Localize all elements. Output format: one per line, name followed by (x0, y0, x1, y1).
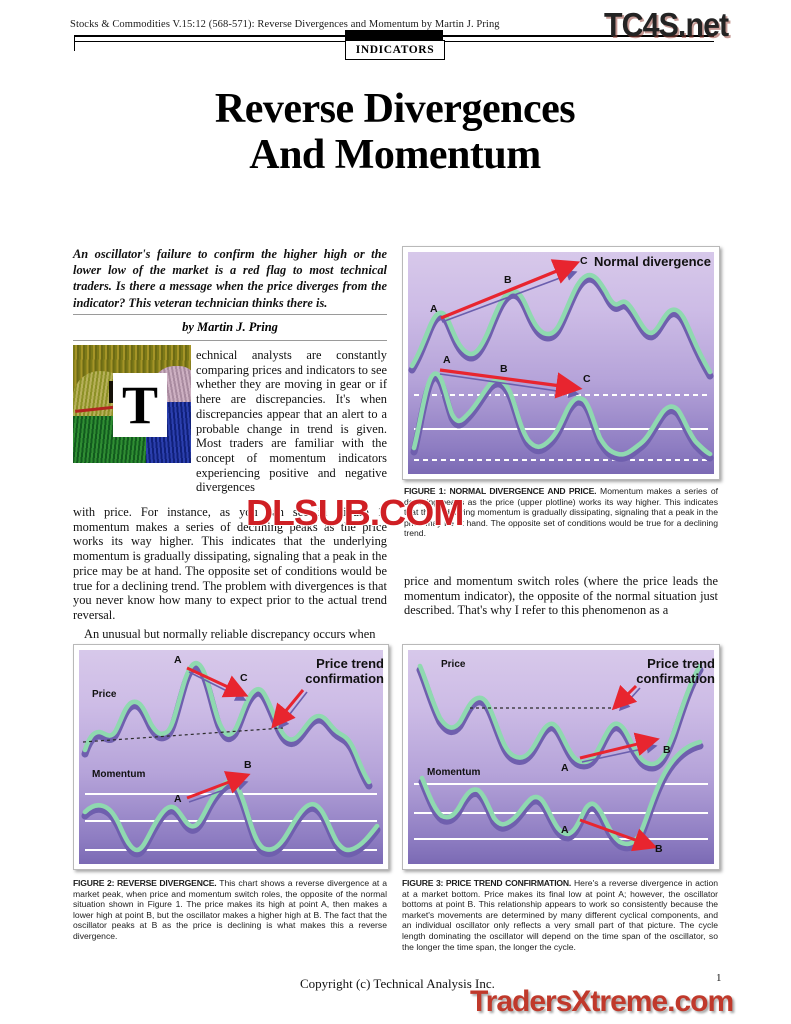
figure-1-price-arrow-red (440, 259, 581, 320)
article-deck: An oscillator's failure to confirm the h… (73, 247, 387, 310)
figure-2-price-arrow-violet (188, 671, 247, 701)
dropcap-letter: T (113, 373, 167, 437)
figure-1-price-point-a: A (430, 303, 438, 315)
figure-1-momentum-point-b: B (500, 363, 508, 375)
figure-3-price-line (417, 663, 703, 767)
figure-1-price-point-c: C (580, 255, 588, 267)
figure-1-momentum-line (411, 371, 713, 457)
figure-3-svg (414, 663, 708, 852)
body-paragraph-lead: echnical analysts are constantly compari… (196, 348, 387, 495)
figure-2-pane-label-price: Price (92, 689, 117, 700)
figure-3: Price trend confirmation Price Momentum … (402, 644, 720, 870)
figure-2-price-line (82, 660, 372, 785)
body-paragraph-2: An unusual but normally reliable discrep… (84, 626, 376, 641)
figure-1-caption-title: FIGURE 1: NORMAL DIVERGENCE AND PRICE. (404, 486, 597, 496)
section-tag-bar (345, 30, 443, 42)
figure-3-callout-arrow-red (611, 684, 638, 711)
figure-3-caption: FIGURE 3: PRICE TREND CONFIRMATION. Here… (402, 878, 718, 952)
figure-2-caption-title: FIGURE 2: REVERSE DIVERGENCE. (73, 878, 217, 888)
figure-1-overlay-label: Normal divergence (593, 254, 711, 269)
figure-3-momentum-point-a: A (561, 824, 569, 836)
figure-2-caption: FIGURE 2: REVERSE DIVERGENCE. This chart… (73, 878, 387, 942)
figure-1-momentum-arrow-red (439, 368, 583, 399)
byline-rule-bottom (73, 340, 387, 341)
figure-2-price-point-c: C (240, 672, 248, 684)
footer-page-number: 1 (716, 972, 722, 984)
page-title: Reverse Divergences And Momentum (78, 86, 712, 178)
footer-copyright: Copyright (c) Technical Analysis Inc. (300, 976, 495, 991)
figure-2-momentum-arrow-red (186, 771, 251, 800)
dropcap-illustration: T (73, 345, 191, 463)
header-rule-tick (74, 35, 75, 51)
body-column-left: with price. For instance, as you can see… (73, 505, 387, 641)
section-tag: INDICATORS (345, 40, 445, 60)
figure-2-price-point-a: A (174, 654, 182, 666)
figure-3-momentum-point-b: B (655, 843, 663, 855)
article-byline: by Martin J. Pring (182, 320, 278, 334)
dropcap-tower-1 (109, 381, 113, 403)
page-title-line-1: Reverse Divergences (214, 86, 576, 132)
body-column-right: price and momentum switch roles (where t… (404, 574, 718, 618)
tc4s-logo: TC4S.net (604, 6, 729, 43)
figure-2-overlay-label: Price trend confirmation (305, 656, 384, 686)
figure-2-price-shadow (81, 663, 373, 790)
figure-1-momentum-point-a: A (443, 354, 451, 366)
figure-3-price-point-a: A (561, 762, 569, 774)
figure-3-price-arrow-red (579, 732, 660, 760)
watermark-tradersxtreme: TradersXtreme.com (469, 984, 735, 1019)
figure-2: Price trend confirmation Price Momentum … (73, 644, 389, 870)
figure-3-price-point-b: B (663, 744, 671, 756)
figure-1-price-shadow (408, 275, 714, 380)
figure-3-caption-text: Here's a reverse divergence in action at… (402, 878, 718, 952)
figure-2-momentum-point-b: B (244, 759, 252, 771)
figure-3-caption-title: FIGURE 3: PRICE TREND CONFIRMATION. (402, 878, 572, 888)
figure-3-momentum-arrow-red (579, 818, 658, 852)
byline-rule-top (73, 314, 387, 315)
figure-1: Normal divergence A B C A B C (402, 246, 720, 480)
watermark-dlsub: DLSUB.COM (245, 491, 465, 534)
figure-1-price-line (409, 272, 713, 375)
figure-2-callout-arrow-violet (278, 691, 308, 730)
figure-2-price-arrow-red (186, 666, 249, 698)
figure-1-plot (408, 252, 714, 474)
figure-3-pane-label-momentum: Momentum (427, 767, 481, 778)
figure-2-momentum-line (82, 778, 380, 853)
figure-1-caption: FIGURE 1: NORMAL DIVERGENCE AND PRICE. M… (404, 486, 718, 539)
figure-2-caption-text: This chart shows a reverse divergence at… (73, 878, 387, 941)
journal-header-line: Stocks & Commodities V.15:12 (568-571): … (70, 19, 500, 30)
page-title-line-2: And Momentum (249, 132, 541, 178)
figure-1-momentum-point-c: C (583, 373, 591, 385)
figure-2-pane-label-momentum: Momentum (92, 769, 146, 780)
figure-2-plot (79, 650, 383, 864)
figure-1-svg (408, 259, 714, 462)
figure-2-momentum-point-a: A (174, 793, 182, 805)
figure-3-overlay-label: Price trend confirmation (636, 656, 715, 686)
body-paragraph-1: with price. For instance, as you can see… (73, 505, 387, 622)
figure-2-callout-arrow-red (271, 689, 305, 729)
figure-2-svg (81, 660, 381, 858)
figure-1-caption-text: Momentum makes a series of declining pea… (404, 486, 719, 539)
figure-3-pane-label-price: Price (441, 659, 466, 670)
figure-3-plot (408, 650, 714, 864)
figure-1-price-point-b: B (504, 274, 512, 286)
